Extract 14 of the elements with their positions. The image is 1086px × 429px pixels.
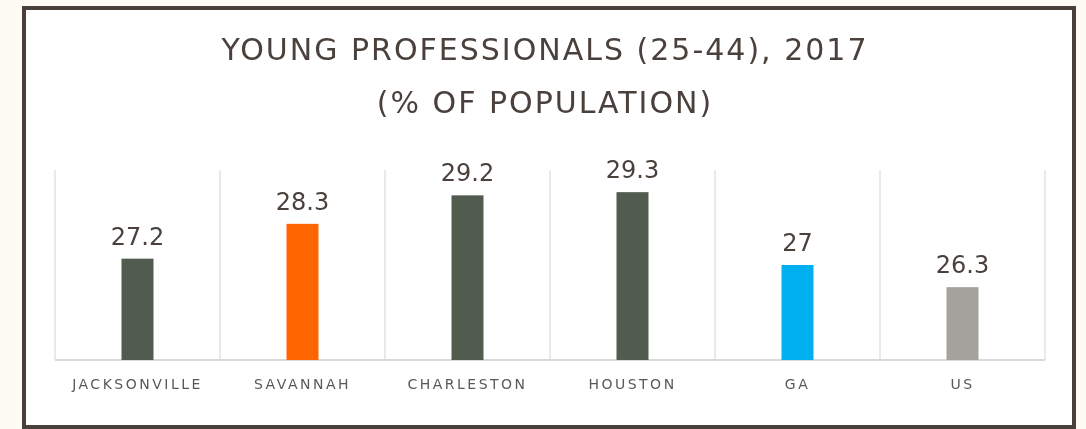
data-label: 28.3 — [275, 187, 330, 216]
data-label: 26.3 — [935, 251, 990, 280]
x-tick-label: HOUSTON — [588, 376, 677, 392]
x-tick-label: JACKSONVILLE — [71, 376, 203, 392]
x-tick-label: CHARLESTON — [407, 376, 528, 392]
chart-subtitle: (% OF POPULATION) — [376, 85, 714, 120]
x-tick-label: GA — [784, 376, 811, 392]
data-label: 29.3 — [605, 156, 660, 185]
x-tick-label: SAVANNAH — [253, 376, 352, 392]
data-label: 27 — [782, 229, 813, 257]
x-tick-label: US — [950, 376, 975, 392]
data-label: 29.2 — [440, 159, 495, 188]
data-label: 27.2 — [110, 222, 165, 251]
chart-title: YOUNG PROFESSIONALS (25-44), 2017 — [220, 32, 869, 67]
